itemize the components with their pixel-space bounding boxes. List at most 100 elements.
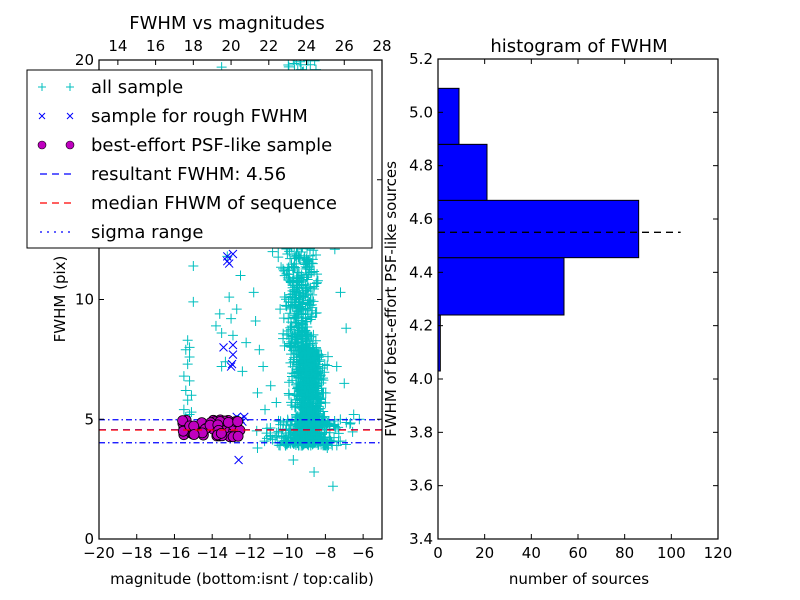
rough-sample-point bbox=[228, 340, 238, 350]
all-sample-point bbox=[278, 328, 289, 339]
all-sample-point bbox=[289, 402, 300, 413]
rough-sample-point bbox=[228, 249, 238, 259]
y-tick-label: 4.0 bbox=[409, 370, 433, 388]
all-sample-point bbox=[296, 381, 307, 392]
histogram-bar bbox=[437, 87, 460, 145]
all-sample-point bbox=[287, 301, 298, 312]
all-sample-point bbox=[309, 358, 320, 369]
legend-entry: resultant FWHM: 4.56 bbox=[40, 164, 286, 185]
all-sample-point bbox=[322, 351, 333, 362]
legend-label: sample for rough FWHM bbox=[91, 106, 308, 127]
x-tick-label: 20 bbox=[475, 544, 494, 562]
all-sample-point bbox=[275, 304, 286, 315]
y-tick-label: 3.4 bbox=[409, 530, 433, 548]
all-sample-point bbox=[278, 265, 289, 276]
all-sample-point bbox=[288, 261, 299, 272]
rough-sample-point bbox=[219, 343, 228, 352]
all-sample-point bbox=[252, 387, 263, 398]
all-sample-point bbox=[303, 346, 314, 357]
psf-sample-point bbox=[188, 429, 200, 440]
all-sample-point bbox=[216, 361, 227, 372]
all-sample-point bbox=[180, 344, 191, 355]
all-sample-point bbox=[322, 442, 333, 453]
all-sample-point bbox=[296, 299, 307, 310]
all-sample-point bbox=[214, 308, 225, 319]
circle-marker-icon bbox=[37, 140, 47, 150]
rough-sample-point bbox=[228, 350, 238, 359]
all-sample-point bbox=[339, 378, 350, 389]
scatter-title: FWHM vs magnitudes bbox=[129, 13, 324, 34]
all-sample-point bbox=[308, 284, 319, 295]
all-sample-point bbox=[286, 321, 297, 332]
all-sample-point bbox=[293, 419, 304, 430]
x-tick-label: −16 bbox=[159, 544, 191, 562]
y-tick-label: 5.0 bbox=[409, 103, 433, 121]
all-sample-point bbox=[290, 294, 301, 305]
all-sample-point bbox=[282, 249, 293, 260]
all-sample-point bbox=[178, 404, 189, 415]
all-sample-point bbox=[309, 466, 320, 477]
all-sample-point bbox=[298, 309, 309, 320]
all-sample-point bbox=[317, 363, 328, 374]
all-sample-point bbox=[292, 267, 303, 278]
all-sample-point bbox=[301, 272, 312, 283]
all-sample-point bbox=[285, 253, 296, 264]
all-sample-point bbox=[226, 313, 237, 324]
all-sample-point bbox=[303, 389, 314, 400]
all-sample-point bbox=[231, 304, 242, 315]
all-sample-point bbox=[184, 351, 195, 362]
x-marker-icon bbox=[66, 112, 74, 120]
legend-label: median FHWM of sequence bbox=[91, 193, 337, 214]
all-sample-point bbox=[318, 416, 329, 427]
histogram-bar bbox=[437, 199, 640, 259]
all-sample-point bbox=[300, 261, 311, 272]
all-sample-point bbox=[285, 289, 296, 300]
all-sample-point bbox=[326, 436, 337, 447]
rough-sample-point bbox=[227, 359, 237, 369]
all-sample-point bbox=[302, 339, 313, 350]
y-tick-label: 3.6 bbox=[409, 477, 433, 495]
all-sample-point bbox=[261, 433, 272, 444]
all-sample-point bbox=[289, 352, 300, 363]
all-sample-point bbox=[297, 297, 308, 308]
all-sample-point bbox=[288, 60, 299, 65]
all-sample-point bbox=[286, 340, 297, 351]
x-tick-label: −14 bbox=[196, 544, 228, 562]
all-sample-point bbox=[301, 380, 312, 391]
all-sample-point bbox=[307, 422, 318, 433]
histogram-bar bbox=[437, 257, 565, 316]
all-sample-point bbox=[254, 344, 265, 355]
scatter-xlabel: magnitude (bottom:isnt / top:calib) bbox=[110, 570, 374, 588]
legend-label: resultant FWHM: 4.56 bbox=[91, 164, 286, 185]
x-tick-label: −20 bbox=[83, 544, 115, 562]
all-sample-point bbox=[285, 438, 296, 449]
x-marker-icon bbox=[38, 112, 46, 120]
rough-sample-point bbox=[226, 362, 236, 371]
all-sample-point bbox=[296, 399, 307, 410]
top-x-tick-label: 18 bbox=[184, 37, 203, 55]
all-sample-point bbox=[277, 431, 288, 442]
all-sample-point bbox=[287, 262, 298, 273]
psf-sample-point bbox=[215, 427, 227, 439]
all-sample-point bbox=[292, 431, 303, 442]
all-sample-point bbox=[241, 337, 252, 348]
all-sample-point bbox=[279, 291, 290, 302]
all-sample-point bbox=[302, 60, 313, 66]
top-x-tick-label: 24 bbox=[297, 37, 316, 55]
legend-entry: all sample bbox=[38, 77, 183, 98]
y-tick-label: 5 bbox=[84, 410, 94, 428]
all-sample-point bbox=[182, 395, 193, 406]
all-sample-point bbox=[259, 436, 270, 447]
all-sample-point bbox=[314, 374, 325, 385]
x-tick-label: 40 bbox=[522, 544, 541, 562]
all-sample-point bbox=[306, 401, 317, 412]
legend-entry: sigma range bbox=[40, 222, 203, 243]
all-sample-point bbox=[291, 295, 302, 306]
histogram-ticks: 0 20 40 60 80 100 120 3.4 3.6 3.8 4.0 4.2 4.4 4.6 4.8 5… bbox=[409, 50, 732, 562]
top-x-tick-label: 26 bbox=[335, 37, 354, 55]
x-tick-label: −6 bbox=[352, 544, 374, 562]
plus-marker-icon bbox=[66, 83, 74, 91]
top-x-tick-label: 20 bbox=[222, 37, 241, 55]
y-tick-label: 4.6 bbox=[409, 210, 433, 228]
